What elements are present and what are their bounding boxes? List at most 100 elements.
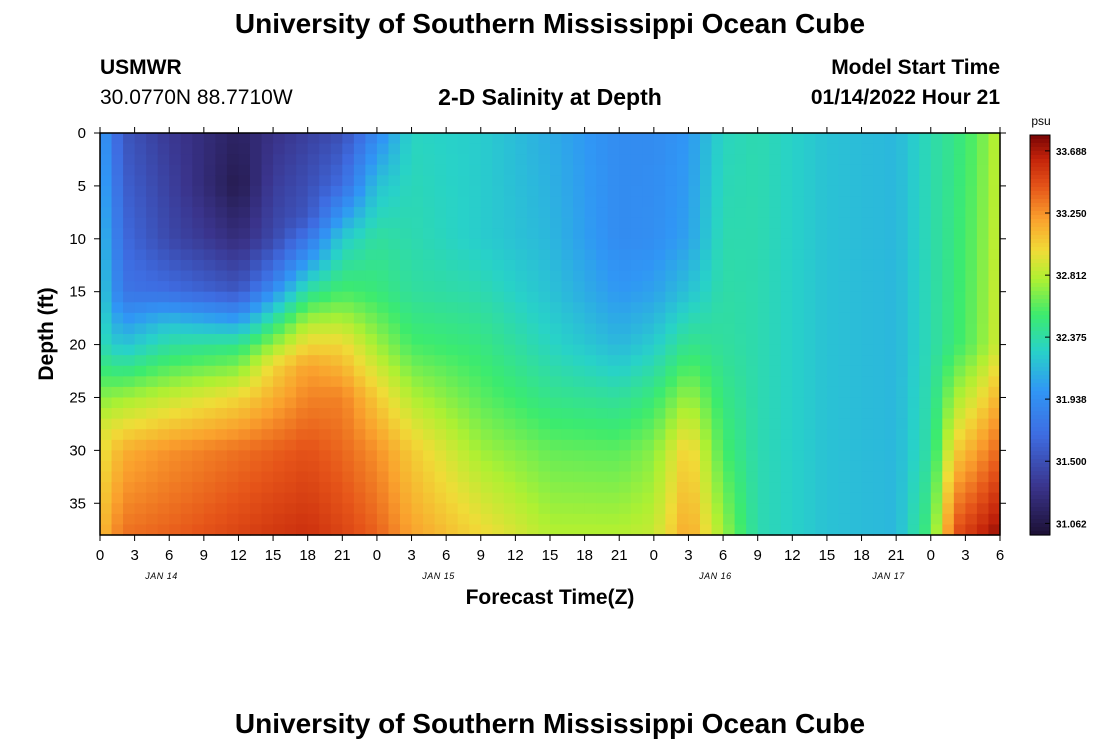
- heatmap-cell: [769, 408, 782, 420]
- heatmap-cell: [850, 196, 863, 208]
- heatmap-cell: [526, 259, 540, 272]
- heatmap-cell: [988, 397, 1001, 409]
- heatmap-cell: [180, 503, 193, 515]
- heatmap-cell: [273, 513, 286, 526]
- heatmap-cell: [734, 228, 747, 240]
- heatmap-cell: [573, 302, 586, 314]
- heatmap-cell: [192, 238, 205, 250]
- heatmap-cell: [607, 281, 620, 293]
- heatmap-cell: [515, 323, 528, 335]
- heatmap-cell: [146, 355, 159, 367]
- heatmap-cell: [250, 492, 263, 504]
- heatmap-cell: [400, 323, 413, 335]
- heatmap-cell: [630, 281, 643, 293]
- heatmap-cell: [561, 439, 574, 451]
- heatmap-cell: [423, 164, 436, 176]
- heatmap-cell: [792, 429, 805, 441]
- heatmap-cell: [307, 281, 320, 293]
- heatmap-cell: [642, 302, 655, 314]
- heatmap-cell: [642, 460, 655, 473]
- heatmap-cell: [123, 164, 136, 176]
- heatmap-cell: [457, 259, 470, 272]
- heatmap-cell: [400, 143, 413, 155]
- heatmap-cell: [330, 323, 343, 335]
- colorbar-segment: [1030, 339, 1050, 344]
- heatmap-cell: [711, 397, 724, 409]
- heatmap-cell: [492, 259, 505, 272]
- y-tick-label: 5: [78, 178, 86, 195]
- heatmap-cell: [134, 460, 147, 473]
- heatmap-cell: [203, 386, 216, 399]
- heatmap-cell: [411, 259, 424, 272]
- heatmap-cell: [376, 291, 390, 303]
- heatmap-cell: [838, 418, 851, 430]
- heatmap-cell: [538, 196, 551, 208]
- heatmap-cell: [480, 185, 493, 198]
- heatmap-cell: [780, 334, 793, 346]
- heatmap-cell: [469, 503, 482, 515]
- heatmap-cell: [757, 133, 770, 145]
- heatmap-cell: [942, 133, 955, 145]
- heatmap-cell: [134, 365, 147, 377]
- heatmap-cell: [769, 238, 782, 250]
- heatmap-cell: [815, 429, 828, 441]
- heatmap-cell: [261, 334, 274, 346]
- heatmap-cell: [411, 196, 424, 208]
- heatmap-cell: [734, 238, 747, 250]
- colorbar-segment: [1030, 211, 1050, 216]
- y-tick-label: 0: [78, 125, 86, 142]
- heatmap-cell: [480, 334, 493, 346]
- heatmap-cell: [342, 408, 355, 420]
- heatmap-cell: [353, 238, 366, 250]
- heatmap-cell: [538, 365, 551, 377]
- heatmap-cell: [942, 164, 955, 176]
- heatmap-cell: [630, 323, 643, 335]
- heatmap-cell: [250, 154, 263, 166]
- heatmap-cell: [665, 291, 678, 303]
- heatmap-cell: [596, 175, 609, 187]
- heatmap-cell: [826, 281, 840, 293]
- heatmap-cell: [469, 471, 482, 483]
- heatmap-cell: [319, 228, 332, 240]
- heatmap-cell: [700, 175, 713, 187]
- colorbar-segment: [1030, 139, 1050, 144]
- heatmap-cell: [296, 429, 309, 441]
- heatmap-cell: [192, 196, 205, 208]
- heatmap-cell: [261, 524, 274, 536]
- heatmap-cell: [273, 228, 286, 240]
- heatmap-cell: [988, 217, 1001, 229]
- heatmap-cell: [884, 133, 897, 145]
- heatmap-cell: [261, 376, 274, 388]
- heatmap-cell: [711, 439, 724, 451]
- heatmap-cell: [676, 344, 690, 356]
- heatmap-cell: [192, 471, 205, 483]
- heatmap-cell: [665, 365, 678, 377]
- heatmap-cell: [192, 376, 205, 388]
- heatmap-cell: [192, 133, 205, 145]
- heatmap-cell: [238, 302, 251, 314]
- heatmap-cell: [180, 524, 193, 536]
- heatmap-cell: [226, 312, 240, 325]
- heatmap-cell: [273, 143, 286, 155]
- heatmap-cell: [826, 408, 840, 420]
- heatmap-cell: [653, 418, 666, 430]
- heatmap-cell: [953, 513, 966, 526]
- heatmap-cell: [503, 344, 516, 356]
- x-tick-label: 3: [684, 547, 692, 564]
- heatmap-cell: [953, 355, 966, 367]
- heatmap-cell: [273, 133, 286, 145]
- heatmap-cell: [780, 249, 793, 261]
- colorbar-segment: [1030, 347, 1050, 352]
- heatmap-cell: [446, 355, 459, 367]
- heatmap-cell: [561, 323, 574, 335]
- heatmap-cell: [538, 312, 551, 325]
- heatmap-cell: [700, 228, 713, 240]
- heatmap-cell: [930, 175, 943, 187]
- heatmap-cell: [319, 164, 332, 176]
- heatmap-cell: [342, 302, 355, 314]
- colorbar-segment: [1030, 183, 1050, 188]
- heatmap-cell: [550, 471, 563, 483]
- heatmap-cell: [919, 439, 932, 451]
- heatmap-cell: [273, 386, 286, 399]
- heatmap-cell: [203, 482, 216, 494]
